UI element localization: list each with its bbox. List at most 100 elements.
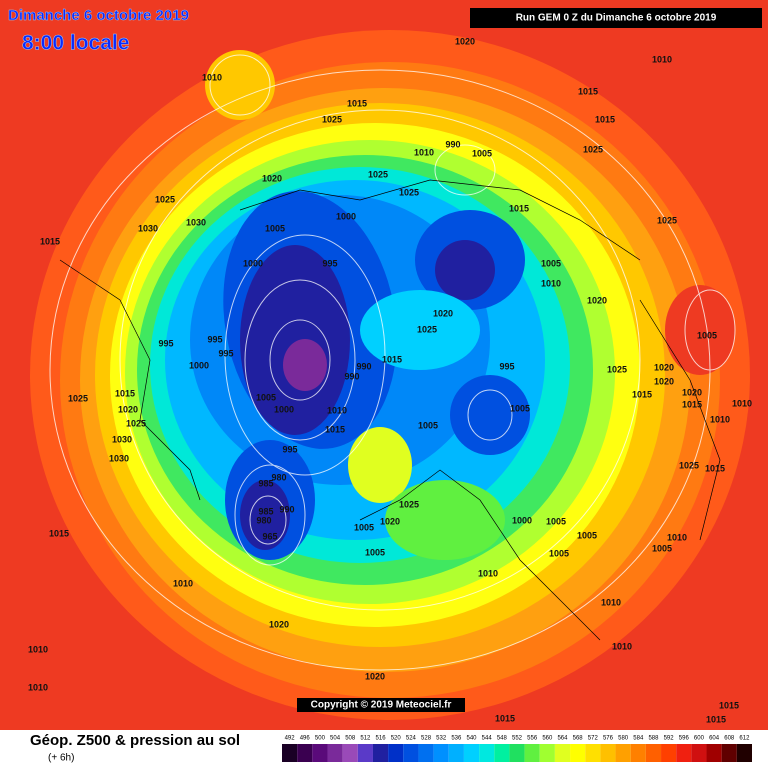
isobar-label: 1015 <box>115 388 135 398</box>
scale-label: 520 <box>391 736 402 742</box>
isobar-label: 990 <box>356 361 371 371</box>
scale-label: 592 <box>664 736 675 742</box>
isobar-label: 1020 <box>118 404 138 414</box>
scale-label: 492 <box>285 736 296 742</box>
scale-swatch <box>691 744 707 762</box>
run-info: Run GEM 0 Z du Dimanche 6 octobre 2019 <box>516 13 717 24</box>
isobar-label: 1010 <box>478 568 498 578</box>
scale-swatch <box>736 744 752 762</box>
scale-swatch <box>615 744 631 762</box>
scale-swatch <box>539 744 555 762</box>
scale-label: 576 <box>603 736 614 742</box>
isobar-label: 1015 <box>595 114 615 124</box>
isobar-label: 1015 <box>495 713 515 723</box>
isobar-label: 1025 <box>679 460 699 470</box>
isobar-label: 1020 <box>654 376 674 386</box>
map-time: 8:00 locale <box>22 32 129 55</box>
isobar-label: 1020 <box>269 619 289 629</box>
isobar-label: 965 <box>262 531 277 541</box>
isobar-label: 1000 <box>336 211 356 221</box>
scale-label: 612 <box>739 736 750 742</box>
isobar-label: 990 <box>445 139 460 149</box>
scale-swatch <box>570 744 586 762</box>
map <box>0 0 768 730</box>
scale-label: 532 <box>436 736 447 742</box>
isobar-label: 1020 <box>455 36 475 46</box>
isobar-label: 1025 <box>368 169 388 179</box>
isobar-label: 1015 <box>632 389 652 399</box>
scale-label: 516 <box>376 736 387 742</box>
isobar-label: 1020 <box>262 173 282 183</box>
isobar-label: 1025 <box>126 418 146 428</box>
footer-title: Géop. Z500 & pression au sol <box>30 732 240 749</box>
isobar-label: 1005 <box>256 392 276 402</box>
isobar-label: 1005 <box>652 543 672 553</box>
scale-swatch <box>706 744 722 762</box>
isobar-label: 995 <box>499 361 514 371</box>
scale-swatch <box>630 744 646 762</box>
isobar-label: 1010 <box>612 641 632 651</box>
scale-label: 540 <box>467 736 478 742</box>
isobar-label: 1005 <box>697 330 717 340</box>
copyright: Copyright © 2019 Meteociel.fr <box>311 700 452 711</box>
copyright-box <box>297 698 465 712</box>
isobar-label: 980 <box>271 472 286 482</box>
scale-label: 496 <box>300 736 311 742</box>
scale-swatch <box>645 744 662 762</box>
scale-swatch <box>282 744 298 762</box>
scale-swatch <box>585 744 601 762</box>
isobar-label: 1020 <box>587 295 607 305</box>
isobar-label: 1000 <box>243 258 263 268</box>
scale-swatch <box>676 744 692 762</box>
isobar-label: 1015 <box>578 86 598 96</box>
scale-swatch <box>327 744 343 762</box>
scale-label: 564 <box>557 736 568 742</box>
isobar-label: 1020 <box>682 387 702 397</box>
scale-label: 604 <box>709 736 720 742</box>
isobar-label: 1015 <box>509 203 529 213</box>
isobar-label: 1000 <box>189 360 209 370</box>
isobar-label: 1005 <box>418 420 438 430</box>
scale-label: 500 <box>315 736 326 742</box>
scale-label: 504 <box>330 736 341 742</box>
isobar-label: 985 <box>258 478 273 488</box>
isobar-label: 1005 <box>510 403 530 413</box>
scale-swatch <box>509 744 525 762</box>
scale-swatch <box>448 744 464 762</box>
color-scale: 492 496 500 504 508 512 516 520 524 528 532 536 540 5… <box>282 736 752 762</box>
isobar-label: 1005 <box>265 223 285 233</box>
scale-swatch <box>297 744 313 762</box>
isobar-label: 1025 <box>607 364 627 374</box>
isobar-label: 1020 <box>433 308 453 318</box>
isobar-label: 1020 <box>380 516 400 526</box>
scale-swatch <box>463 744 480 762</box>
scale-swatch <box>372 744 389 762</box>
isobar-label: 1005 <box>549 548 569 558</box>
isobar-label: 1030 <box>186 217 206 227</box>
isobar-label: 995 <box>282 444 297 454</box>
isobar-label: 995 <box>322 258 337 268</box>
isobar-label: 1010 <box>601 597 621 607</box>
isobar-label: 1025 <box>399 187 419 197</box>
map-date: Dimanche 6 octobre 2019 <box>8 7 189 24</box>
scale-label: 560 <box>542 736 553 742</box>
isobar-label: 1025 <box>155 194 175 204</box>
scale-label: 548 <box>497 736 508 742</box>
scale-label: 552 <box>512 736 523 742</box>
scale-label: 524 <box>406 736 417 742</box>
scale-swatch <box>554 744 571 762</box>
scale-swatch <box>524 744 540 762</box>
isobar-label: 995 <box>218 348 233 358</box>
scale-label: 544 <box>482 736 493 742</box>
scale-swatch <box>342 744 358 762</box>
scale-label: 536 <box>451 736 462 742</box>
isobar-label: 1010 <box>652 54 672 64</box>
isobar-label: 1015 <box>706 714 726 724</box>
isobar-label: 1010 <box>28 682 48 692</box>
isobar-label: 1010 <box>173 578 193 588</box>
isobar-label: 1005 <box>577 530 597 540</box>
scale-label: 584 <box>633 736 644 742</box>
isobar-label: 1010 <box>327 405 347 415</box>
scale-swatch <box>433 744 449 762</box>
